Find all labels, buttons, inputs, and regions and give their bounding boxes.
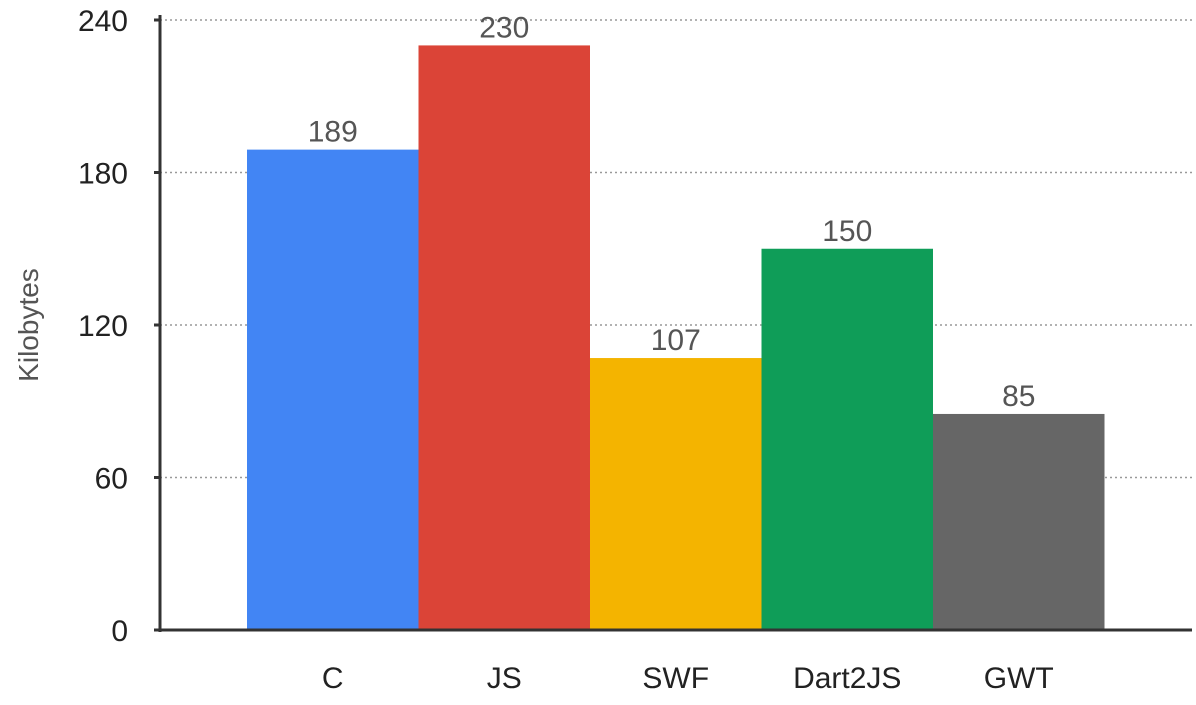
bar-swf bbox=[590, 358, 762, 630]
x-label-swf: SWF bbox=[642, 662, 709, 695]
x-label-gwt: GWT bbox=[984, 662, 1054, 695]
y-axis-title: Kilobytes bbox=[13, 268, 44, 382]
x-label-dart2js: Dart2JS bbox=[793, 662, 901, 695]
y-tick-labels: 0 60 120 180 240 bbox=[78, 5, 160, 648]
data-label-gwt: 85 bbox=[1002, 380, 1035, 413]
data-label-dart2js: 150 bbox=[822, 215, 872, 248]
data-label-c: 189 bbox=[308, 116, 358, 149]
x-label-js: JS bbox=[487, 662, 522, 695]
bar-c bbox=[247, 149, 419, 630]
bar-js bbox=[418, 45, 590, 630]
x-label-c: C bbox=[322, 662, 344, 695]
bar-gwt bbox=[933, 413, 1105, 630]
data-label-js: 230 bbox=[479, 11, 529, 44]
bar-dart2js bbox=[761, 248, 933, 630]
y-tick-label: 180 bbox=[78, 158, 128, 191]
data-labels: 189 230 107 150 85 bbox=[308, 11, 1036, 413]
data-label-swf: 107 bbox=[651, 324, 701, 357]
y-tick-label: 120 bbox=[78, 310, 128, 343]
x-category-labels: C JS SWF Dart2JS GWT bbox=[322, 662, 1054, 695]
bars bbox=[247, 45, 1105, 630]
y-tick-label: 0 bbox=[111, 615, 128, 648]
y-tick-label: 60 bbox=[95, 463, 128, 496]
y-tick-label: 240 bbox=[78, 5, 128, 38]
